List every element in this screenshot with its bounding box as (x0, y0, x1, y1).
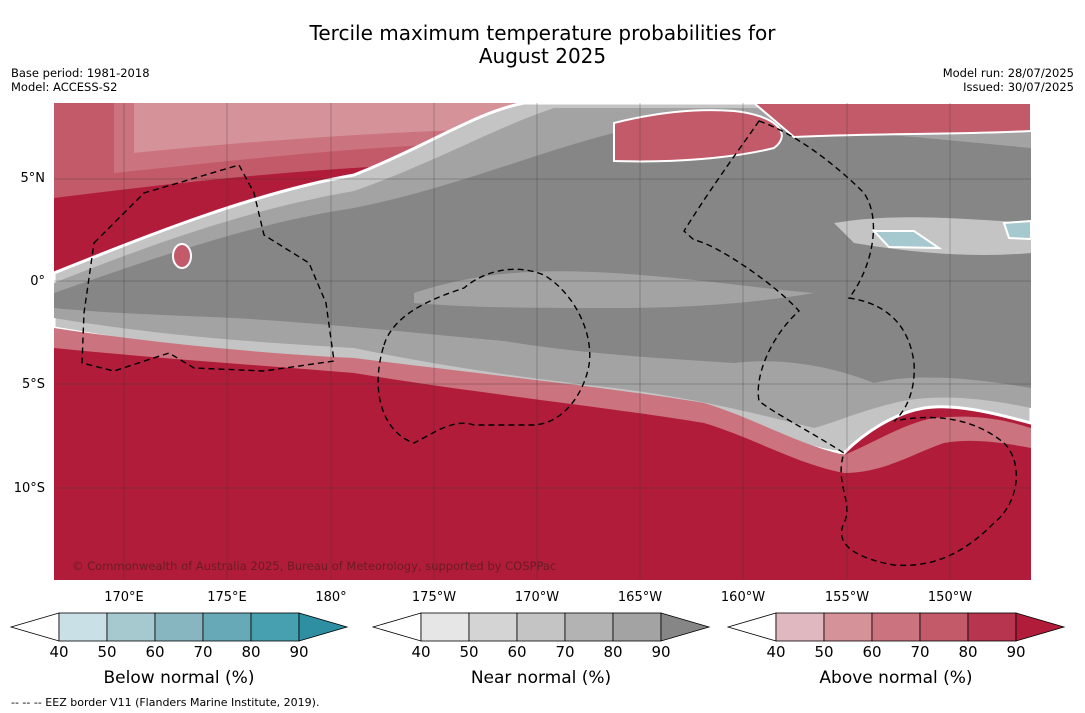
below-tick-80: 80 (241, 643, 261, 661)
colorbar-segment (106, 612, 156, 642)
lon-label-155w: 155°W (824, 590, 870, 605)
lon-label-160w: 160°W (720, 590, 766, 605)
colorbar-overflow-triangle (1015, 612, 1066, 642)
colorbar-segment (775, 612, 825, 642)
title-line-1: Tercile maximum temperature probabilitie… (309, 21, 776, 45)
colorbar-segment (468, 612, 518, 642)
meta-left: Base period: 1981-2018 Model: ACCESS-S2 (11, 66, 150, 94)
base-period-text: Base period: 1981-2018 (11, 66, 150, 80)
near-tick-70: 70 (555, 643, 575, 661)
below-tick-90: 90 (289, 643, 309, 661)
colorbar-segment (516, 612, 566, 642)
near-tick-90: 90 (651, 643, 671, 661)
north-center-above-patch (752, 103, 1031, 139)
lon-label-165w: 165°W (617, 590, 663, 605)
colorbar-overflow-triangle (660, 612, 711, 642)
colorbar-segment (871, 612, 921, 642)
below-tick-40: 40 (49, 643, 69, 661)
meta-right: Model run: 28/07/2025 Issued: 30/07/2025 (943, 66, 1074, 94)
issued-text: Issued: 30/07/2025 (963, 80, 1074, 94)
below-normal-patch-1 (871, 230, 943, 250)
below-normal-patch-2 (1002, 219, 1031, 241)
model-text: Model: ACCESS-S2 (11, 80, 118, 94)
near-normal-inner-light-2 (834, 217, 1031, 255)
colorbar-underflow-triangle (727, 612, 777, 642)
colorbar-segment (823, 612, 873, 642)
graticule (54, 103, 1031, 580)
above-tick-80: 80 (958, 643, 978, 661)
copyright-text: © Commonwealth of Australia 2025, Bureau… (72, 559, 557, 573)
above-normal-title: Above normal (%) (819, 668, 973, 688)
colorbar-underflow-triangle (372, 612, 422, 642)
lat-label-10s: 10°S (13, 481, 45, 496)
below-tick-70: 70 (193, 643, 213, 661)
above-tick-40: 40 (766, 643, 786, 661)
near-normal-colorbar (372, 612, 711, 642)
near-tick-80: 80 (603, 643, 623, 661)
near-normal-inner-light (414, 271, 814, 308)
above-tick-70: 70 (910, 643, 930, 661)
map-title: Tercile maximum temperature probabilitie… (0, 22, 1085, 68)
lat-label-5n: 5°N (20, 171, 46, 186)
colorbar-segment (202, 612, 252, 642)
lon-label-170e: 170°E (104, 590, 144, 605)
probability-map (54, 103, 1031, 580)
above-tick-90: 90 (1006, 643, 1026, 661)
lon-label-180: 180° (315, 590, 347, 605)
south-above-transition (54, 328, 1031, 473)
colorbar-segment (612, 612, 662, 642)
colorbar-segment (564, 612, 614, 642)
colorbar-segment (250, 612, 300, 642)
near-tick-60: 60 (507, 643, 527, 661)
below-normal-colorbar (10, 612, 349, 642)
lon-label-150w: 150°W (927, 590, 973, 605)
colorbar-segment (420, 612, 470, 642)
below-tick-50: 50 (97, 643, 117, 661)
island-above-patch (172, 243, 192, 269)
title-line-2: August 2025 (478, 44, 607, 68)
near-normal-title: Near normal (%) (470, 668, 612, 688)
colorbar-segment (919, 612, 969, 642)
colorbar-segment (58, 612, 108, 642)
above-normal-colorbar (727, 612, 1066, 642)
colorbar-segment (967, 612, 1017, 642)
lon-label-170w: 170°W (514, 590, 560, 605)
eez-borders (81, 120, 1017, 567)
below-normal-title: Below normal (%) (103, 668, 255, 688)
colorbar-overflow-triangle (298, 612, 349, 642)
model-run-text: Model run: 28/07/2025 (942, 66, 1074, 80)
lat-label-5s: 5°S (21, 377, 45, 392)
eez-footnote: -- -- -- EEZ border V11 (Flanders Marine… (11, 696, 320, 709)
near-tick-50: 50 (459, 643, 479, 661)
lat-label-0: 0° (30, 274, 45, 289)
colorbar-underflow-triangle (10, 612, 60, 642)
colorbar-segment (154, 612, 204, 642)
below-tick-60: 60 (145, 643, 165, 661)
above-tick-50: 50 (814, 643, 834, 661)
lon-label-175e: 175°E (207, 590, 247, 605)
above-tick-60: 60 (862, 643, 882, 661)
lon-label-175w: 175°W (411, 590, 457, 605)
near-tick-40: 40 (411, 643, 431, 661)
